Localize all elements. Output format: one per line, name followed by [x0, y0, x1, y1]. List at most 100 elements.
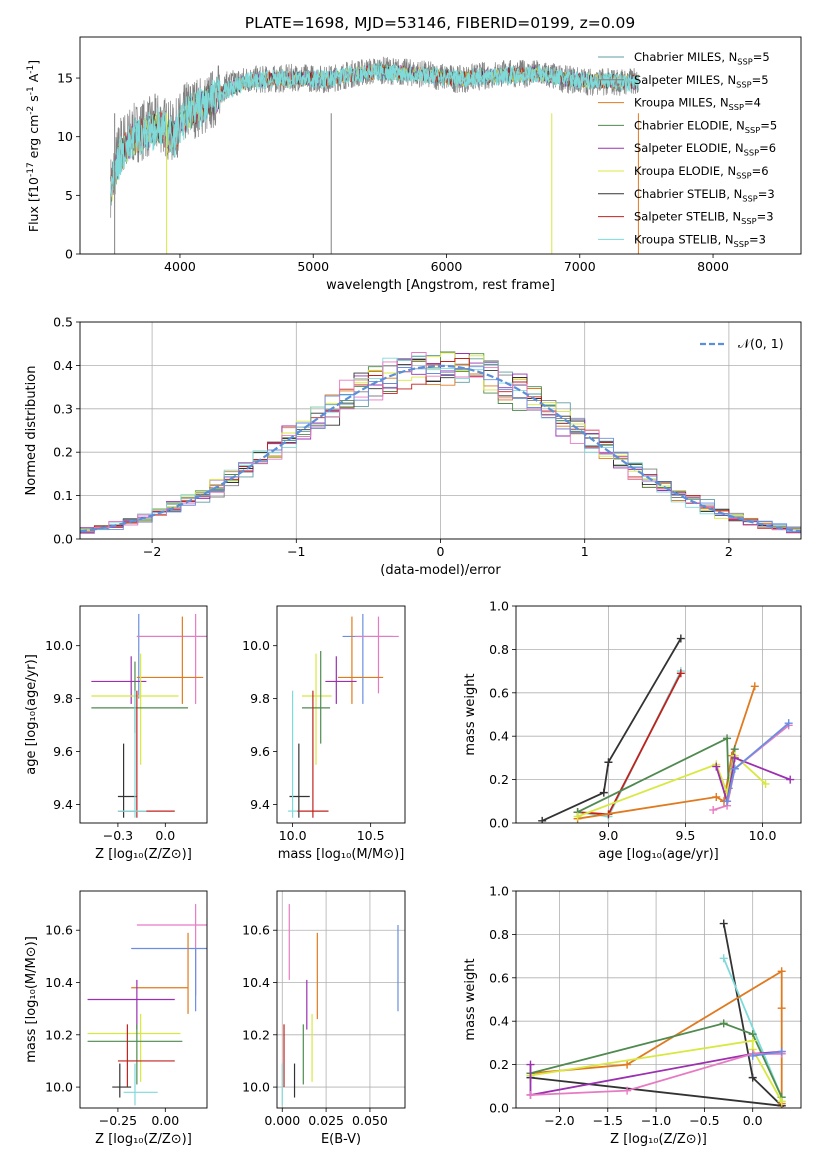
y-tick-label: 0.8 — [489, 642, 509, 657]
x-tick-label: 4000 — [164, 259, 196, 274]
plot-area-weight_vs_age — [516, 606, 801, 823]
weight-marker — [777, 1047, 786, 1056]
y-tick-label: 0.3 — [53, 401, 73, 416]
x-tick-label: −0.5 — [689, 1113, 719, 1128]
y-axis-label: mass weight — [463, 958, 478, 1040]
y-axis-label: mass [log₁₀(M/M⊙)] — [24, 936, 39, 1063]
legend-label: Chabrier STELIB, NSSP​=3 — [634, 187, 775, 203]
legend-label: Salpeter MILES, NSSP​=5 — [634, 73, 769, 89]
weight-marker — [748, 1051, 757, 1060]
axes-mass_vs_Z — [76, 890, 208, 1112]
y-tick-label: 10.4 — [242, 975, 270, 990]
x-tick-label: 0 — [437, 544, 445, 559]
x-tick-label: 0.0 — [743, 1113, 763, 1128]
weight-marker — [538, 816, 547, 823]
weight-marker — [712, 792, 721, 801]
y-tick-label: 10.0 — [45, 1080, 73, 1095]
y-tick-label: 0.4 — [53, 358, 73, 373]
y-tick-label: 9.4 — [250, 797, 270, 812]
legend-label: Kroupa MILES, NSSP​=4 — [634, 96, 761, 112]
legend-label: Chabrier MILES, NSSP​=5 — [634, 50, 770, 66]
x-tick-label: −1.5 — [593, 1113, 623, 1128]
axes-age_vs_Z — [76, 605, 208, 827]
legend-label: Salpeter STELIB, NSSP​=3 — [634, 210, 774, 226]
weight-marker — [719, 1019, 728, 1028]
axes-frame — [79, 890, 208, 1109]
y-tick-label: 10.0 — [45, 638, 73, 653]
axes-frame — [276, 605, 406, 824]
y-tick-label: 10 — [57, 129, 73, 144]
weight-marker — [786, 775, 795, 784]
axes-frame — [515, 605, 802, 824]
weight-marker — [623, 1086, 632, 1095]
weight-line — [541, 638, 682, 822]
weight-marker — [676, 634, 685, 643]
y-axis-label: mass weight — [463, 673, 478, 755]
x-tick-label: 7000 — [564, 259, 596, 274]
y-tick-label: 10.6 — [45, 923, 73, 938]
x-axis-label: wavelength [Angstrom, rest frame] — [326, 278, 555, 293]
weight-marker — [750, 682, 759, 691]
x-axis-label: age [log₁₀(age/yr)] — [598, 847, 719, 862]
plot-area-spectrum — [110, 56, 639, 254]
x-axis-label: Z [log₁₀(Z/Z⊙)] — [610, 1132, 707, 1147]
weight-marker — [712, 762, 721, 771]
residual-histogram — [80, 359, 801, 533]
x-tick-label: 10.0 — [749, 828, 777, 843]
weight-marker — [604, 758, 613, 767]
weight-marker — [748, 1036, 757, 1045]
weight-marker — [573, 812, 582, 821]
axes-weight_vs_age — [512, 605, 802, 827]
plot-area-age_vs_mass — [287, 613, 399, 818]
x-tick-label: 5000 — [297, 259, 329, 274]
weight-marker — [719, 954, 728, 963]
observed-spectrum — [110, 56, 639, 218]
axes-frame — [79, 36, 802, 255]
weight-marker — [723, 734, 732, 743]
x-axis-label: Z [log₁₀(Z/Z⊙)] — [95, 1132, 192, 1147]
y-tick-label: 0.0 — [489, 816, 509, 831]
axes-frame — [276, 890, 406, 1109]
x-tick-label: −0.25 — [99, 1113, 137, 1128]
residual-histogram — [80, 359, 801, 533]
axes-weight_vs_Z — [512, 890, 802, 1112]
x-tick-label: 8000 — [697, 259, 729, 274]
legend-label: Kroupa STELIB, NSSP​=3 — [634, 232, 766, 248]
weight-marker — [719, 919, 728, 928]
weight-marker — [777, 967, 786, 976]
y-tick-label: 1.0 — [489, 599, 509, 614]
y-tick-label: 9.6 — [250, 744, 270, 759]
y-tick-label: 0.1 — [53, 488, 73, 503]
y-tick-label: 0.6 — [489, 685, 509, 700]
x-tick-label: −0.3 — [103, 828, 133, 843]
gaussian-curve — [80, 364, 801, 533]
x-tick-label: 0.000 — [264, 1113, 300, 1128]
x-axis-label: mass [log₁₀(M/M⊙)] — [278, 847, 405, 862]
y-tick-label: 9.8 — [250, 691, 270, 706]
legend-label: Salpeter ELODIE, NSSP​=6 — [634, 141, 776, 157]
x-tick-label: −1.0 — [641, 1113, 671, 1128]
y-tick-label: 10.6 — [242, 923, 270, 938]
y-tick-label: 0.2 — [489, 1057, 509, 1072]
legend-label: Kroupa ELODIE, NSSP​=6 — [634, 164, 769, 180]
weight-marker — [599, 788, 608, 797]
axes-spectrum — [76, 36, 802, 258]
y-tick-label: 0.8 — [489, 927, 509, 942]
y-tick-label: 9.8 — [53, 691, 73, 706]
weight-line — [529, 1050, 782, 1097]
x-tick-label: 0.050 — [352, 1113, 388, 1128]
weight-line — [577, 736, 736, 813]
y-tick-label: 0.0 — [53, 532, 73, 547]
y-tick-label: 15 — [57, 71, 73, 86]
y-axis-label: Normed distribution — [24, 366, 39, 496]
y-tick-label: 9.4 — [53, 797, 73, 812]
weight-marker — [777, 1097, 786, 1106]
weight-line — [577, 672, 682, 816]
y-tick-label: 5 — [65, 188, 73, 203]
legend-label: 𝒩(0, 1) — [738, 336, 784, 351]
y-tick-label: 1.0 — [489, 884, 509, 899]
x-tick-label: −1 — [287, 544, 305, 559]
y-tick-label: 0.2 — [53, 445, 73, 460]
x-tick-label: 0.00 — [151, 1113, 179, 1128]
